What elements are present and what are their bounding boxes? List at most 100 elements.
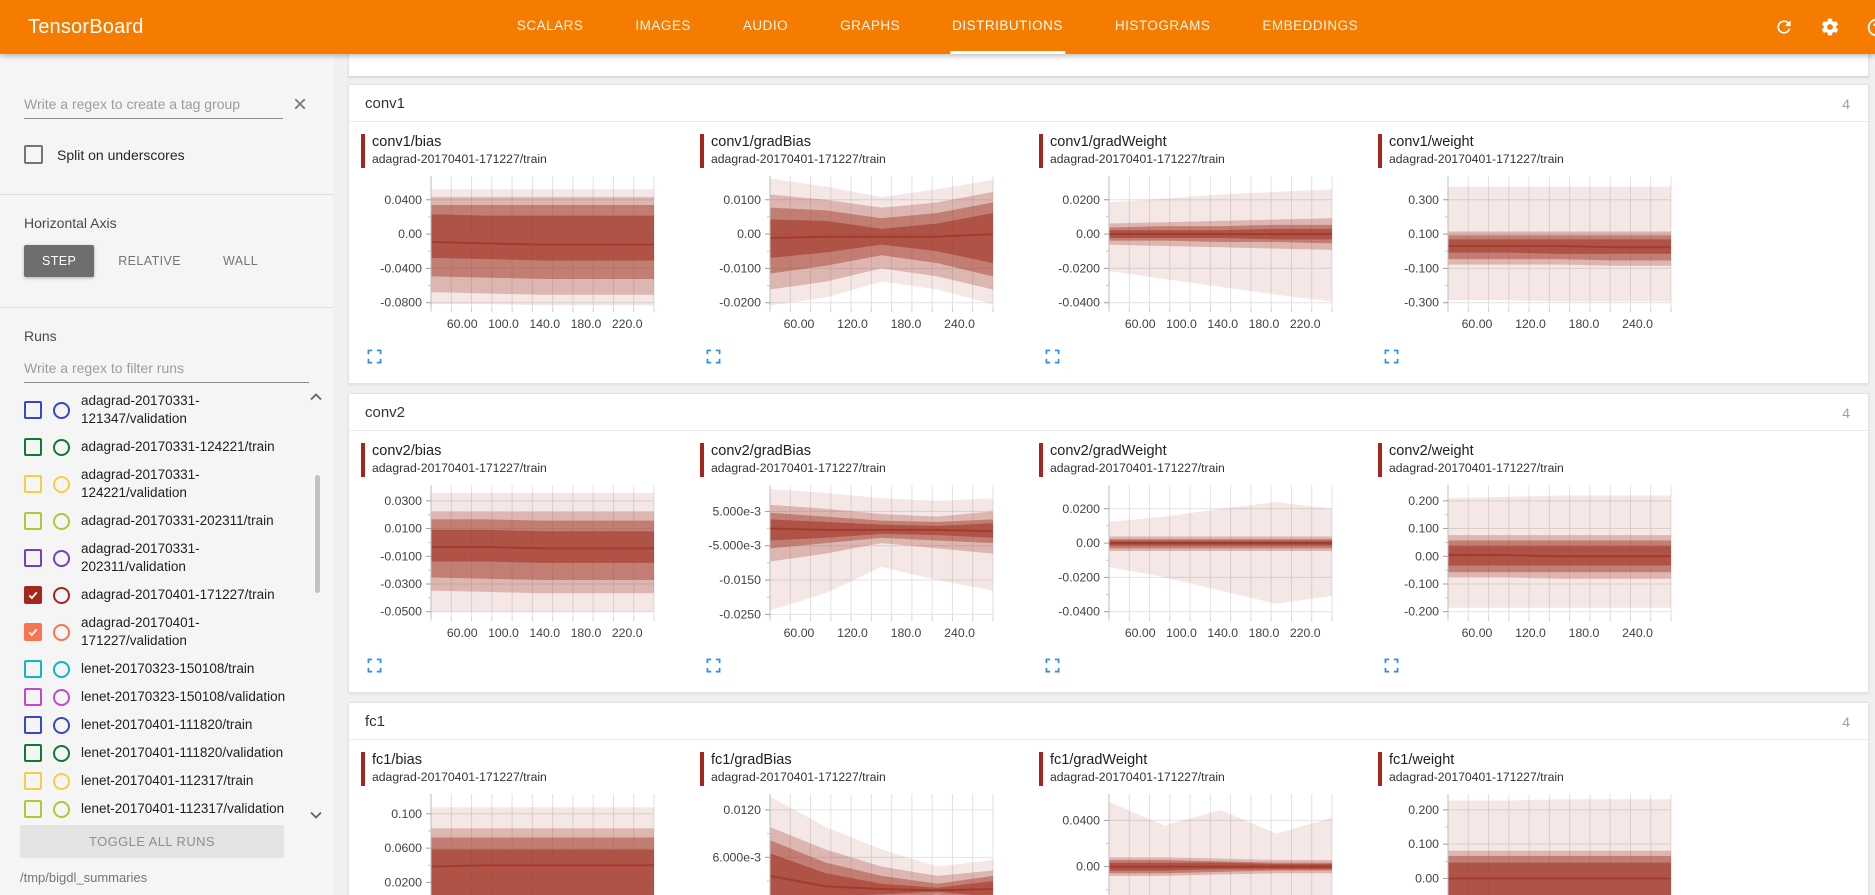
run-checkbox[interactable] <box>24 586 42 604</box>
run-radio[interactable] <box>53 660 70 678</box>
divider <box>0 194 333 195</box>
split-underscores-checkbox[interactable] <box>24 145 43 164</box>
run-radio[interactable] <box>53 800 70 818</box>
chart-title-block: conv1/gradWeight adagrad-20170401-171227/… <box>1039 134 1362 168</box>
nav-tabs: SCALARS IMAGES AUDIO GRAPHS DISTRIBUTIONS HIS… <box>515 0 1360 54</box>
run-checkbox[interactable] <box>24 772 42 790</box>
run-item[interactable]: adagrad-20170331-121347/validation <box>24 387 307 433</box>
chart-title-texts: fc1/bias adagrad-20170401-171227/train <box>372 752 547 786</box>
run-item[interactable]: adagrad-20170401-171227/train <box>24 581 307 609</box>
axis-button-wall[interactable]: WALL <box>205 245 276 277</box>
run-radio[interactable] <box>53 438 70 456</box>
card-top-strip <box>348 54 1869 77</box>
run-radio[interactable] <box>53 623 70 641</box>
chart-title: fc1/gradWeight <box>1050 752 1148 768</box>
run-checkbox[interactable] <box>24 744 42 762</box>
svg-text:-0.0100: -0.0100 <box>380 549 422 563</box>
fullscreen-expand-icon[interactable] <box>706 349 721 369</box>
fullscreen-expand-icon[interactable] <box>1384 658 1399 678</box>
run-item[interactable]: lenet-20170323-150108/validation <box>24 683 307 711</box>
svg-text:-0.100: -0.100 <box>1404 261 1439 275</box>
run-radio[interactable] <box>53 586 70 604</box>
svg-text:180.0: 180.0 <box>571 626 602 640</box>
svg-text:-0.0400: -0.0400 <box>1058 605 1100 619</box>
run-checkbox[interactable] <box>24 549 42 567</box>
run-checkbox[interactable] <box>24 660 42 678</box>
split-underscores-row[interactable]: Split on underscores <box>24 145 309 164</box>
run-radio[interactable] <box>53 716 70 734</box>
run-radio[interactable] <box>53 475 70 493</box>
run-radio[interactable] <box>53 772 70 790</box>
run-item[interactable]: adagrad-20170331-202311/train <box>24 507 307 535</box>
tab-graphs[interactable]: GRAPHS <box>840 18 901 33</box>
fullscreen-expand-icon[interactable] <box>367 349 382 369</box>
svg-text:180.0: 180.0 <box>1249 317 1280 331</box>
run-item[interactable]: lenet-20170401-112317/validation <box>24 795 307 819</box>
run-radio[interactable] <box>53 744 70 762</box>
run-item[interactable]: lenet-20170401-111820/validation <box>24 739 307 767</box>
scroll-up-icon[interactable] <box>309 389 323 401</box>
sidebar: × Split on underscores Horizontal Axis S… <box>0 54 333 895</box>
runs-filter-input[interactable] <box>24 356 309 383</box>
section-header-conv2[interactable]: conv2 4 <box>349 394 1868 431</box>
run-item[interactable]: adagrad-20170331-124221/train <box>24 433 307 461</box>
run-item[interactable]: adagrad-20170331-202311/validation <box>24 535 307 581</box>
refresh-icon[interactable] <box>1772 15 1796 39</box>
expand-row <box>1045 349 1362 369</box>
fullscreen-expand-icon[interactable] <box>367 658 382 678</box>
run-radio[interactable] <box>53 688 70 706</box>
svg-text:-0.0400: -0.0400 <box>1058 296 1100 310</box>
run-item[interactable]: lenet-20170401-111820/train <box>24 711 307 739</box>
run-radio[interactable] <box>53 512 70 530</box>
tab-audio[interactable]: AUDIO <box>742 18 789 33</box>
tab-distributions[interactable]: DISTRIBUTIONS <box>950 0 1065 54</box>
run-checkbox[interactable] <box>24 512 42 530</box>
tab-scalars[interactable]: SCALARS <box>516 18 584 33</box>
run-checkbox[interactable] <box>24 800 42 818</box>
run-checkbox[interactable] <box>24 401 42 419</box>
expand-row <box>367 349 684 369</box>
run-checkbox[interactable] <box>24 475 42 493</box>
run-item[interactable]: adagrad-20170401-171227/validation <box>24 609 307 655</box>
section-name: conv2 <box>365 404 406 421</box>
run-accent-bar <box>1378 134 1382 168</box>
chart-title: conv1/gradBias <box>711 134 811 150</box>
run-checkbox[interactable] <box>24 438 42 456</box>
settings-icon[interactable] <box>1818 15 1842 39</box>
run-checkbox[interactable] <box>24 716 42 734</box>
axis-button-relative[interactable]: RELATIVE <box>100 245 199 277</box>
section-header-fc1[interactable]: fc1 4 <box>349 703 1868 740</box>
run-item[interactable]: lenet-20170323-150108/train <box>24 655 307 683</box>
tab-images[interactable]: IMAGES <box>635 18 691 33</box>
section-header-conv1[interactable]: conv1 4 <box>349 85 1868 122</box>
run-radio[interactable] <box>53 401 70 419</box>
run-checkbox[interactable] <box>24 623 42 641</box>
scroll-down-icon[interactable] <box>309 807 323 819</box>
clear-tag-filter-icon[interactable]: × <box>292 91 307 118</box>
chart-title-block: conv1/bias adagrad-20170401-171227/train <box>361 134 684 168</box>
chart-run-name: adagrad-20170401-171227/train <box>1389 770 1564 784</box>
tag-filter-input[interactable] <box>24 92 283 119</box>
runs-scrollbar-thumb[interactable] <box>315 475 320 593</box>
run-radio[interactable] <box>53 549 70 567</box>
fullscreen-expand-icon[interactable] <box>1384 349 1399 369</box>
run-item[interactable]: lenet-20170401-112317/train <box>24 767 307 795</box>
svg-text:140.0: 140.0 <box>1207 626 1238 640</box>
run-checkbox[interactable] <box>24 688 42 706</box>
axis-button-step[interactable]: STEP <box>24 245 95 277</box>
svg-text:220.0: 220.0 <box>612 317 643 331</box>
tab-histograms[interactable]: HISTOGRAMS <box>1114 18 1211 33</box>
chart-title-block: fc1/weight adagrad-20170401-171227/train <box>1378 752 1701 786</box>
toggle-all-runs-button[interactable]: TOGGLE ALL RUNS <box>20 825 284 858</box>
fullscreen-expand-icon[interactable] <box>1045 658 1060 678</box>
svg-text:-0.0250: -0.0250 <box>719 607 761 621</box>
svg-text:140.0: 140.0 <box>529 317 560 331</box>
run-item[interactable]: adagrad-20170331-124221/validation <box>24 461 307 507</box>
fullscreen-expand-icon[interactable] <box>706 658 721 678</box>
svg-text:140.0: 140.0 <box>529 626 560 640</box>
help-icon[interactable] <box>1864 15 1875 39</box>
tab-embeddings[interactable]: EMBEDDINGS <box>1262 18 1359 33</box>
svg-text:0.00: 0.00 <box>1076 860 1100 874</box>
fullscreen-expand-icon[interactable] <box>1045 349 1060 369</box>
